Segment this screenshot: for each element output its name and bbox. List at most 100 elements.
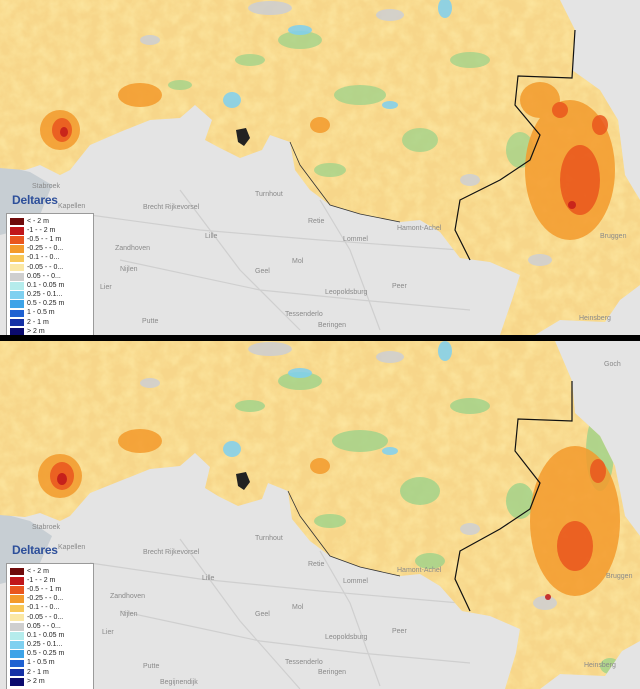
legend-item: -0.05 - - 0...: [10, 613, 90, 622]
legend-swatch: [10, 632, 24, 640]
place-label: Kapellen: [58, 203, 86, 210]
legend-item: -0.05 - - 0...: [10, 263, 90, 272]
legend-item: -0.25 - - 0...: [10, 245, 90, 254]
legend-item: -0.1 - - 0...: [10, 604, 90, 613]
legend-item: -0.25 - - 0...: [10, 595, 90, 604]
place-label: Heinsberg: [579, 315, 611, 322]
legend-label: -0.05 - - 0...: [27, 263, 64, 271]
place-label: Lier: [100, 284, 112, 291]
place-label: Brecht: [143, 204, 164, 211]
place-label: Putte: [142, 318, 159, 325]
legend-label: 0.25 - 0.1...: [27, 291, 63, 299]
legend-swatch: [10, 659, 24, 668]
legend-item: 0.25 - 0.1...: [10, 641, 90, 650]
place-label: Putte: [143, 663, 160, 670]
place-label: Leopoldsburg: [325, 289, 368, 296]
legend-label: -0.1 - - 0...: [27, 604, 60, 612]
legend-item: 0.5 - 0.25 m: [10, 650, 90, 659]
place-label: Lille: [202, 575, 215, 582]
legend-label: 0.1 - 0.05 m: [27, 281, 65, 289]
place-label: Geel: [255, 268, 270, 275]
legend-swatch: [10, 254, 24, 263]
legend-item: > 2 m: [10, 327, 90, 335]
legend-swatch: [10, 291, 24, 299]
legend-label: 0.5 - 0.25 m: [27, 650, 65, 658]
legend-swatch: [10, 641, 24, 649]
legend-swatch: [10, 567, 24, 576]
legend-swatch: [10, 226, 24, 235]
map-canvas-top[interactable]: [0, 0, 640, 335]
place-label: Turnhout: [255, 535, 283, 542]
map-canvas-bottom[interactable]: [0, 341, 640, 689]
legend-label: -1 - - 2 m: [27, 226, 56, 234]
legend-label: > 2 m: [27, 327, 45, 335]
legend-swatch: [10, 604, 24, 613]
place-label: Begijnendijk: [160, 679, 198, 686]
legend-item: 0.05 - - 0...: [10, 622, 90, 631]
legend-swatch: [10, 318, 24, 327]
legend-label: < - 2 m: [27, 217, 49, 225]
legend-label: -0.05 - - 0...: [27, 613, 64, 621]
legend-label: -0.5 - - 1 m: [27, 585, 62, 593]
legend-label: 1 - 0.5 m: [27, 309, 55, 317]
place-label: Stabroek: [32, 183, 61, 190]
legend-item: < - 2 m: [10, 217, 90, 226]
legend-item: 0.1 - 0.05 m: [10, 281, 90, 290]
legend-label: 0.05 - - 0...: [27, 272, 61, 280]
place-label: Leopoldsburg: [325, 634, 368, 641]
map-panel-bottom[interactable]: Goch Stabroek Kapellen Brecht Rijkevorse…: [0, 341, 640, 689]
place-label: Tessenderlo: [285, 311, 323, 318]
legend-label: 0.1 - 0.05 m: [27, 631, 65, 639]
legend-label: > 2 m: [27, 677, 45, 685]
place-label: Lommel: [343, 578, 368, 585]
place-label: Nijlen: [120, 266, 138, 273]
legend-item: -0.1 - - 0...: [10, 254, 90, 263]
legend-label: 2 - 1 m: [27, 668, 49, 676]
place-label: Zandhoven: [110, 593, 146, 600]
place-label: Tessenderlo: [285, 659, 323, 666]
legend-swatch: [10, 650, 24, 659]
legend-item: -1 - - 2 m: [10, 226, 90, 235]
legend-swatch: [10, 217, 24, 226]
map-panel-top[interactable]: Stabroek Kapellen Brecht Rijkevorsel Tur…: [0, 0, 640, 335]
deltares-logo: Deltares: [12, 193, 58, 207]
place-label: Beringen: [318, 322, 347, 329]
place-label: Kapellen: [58, 544, 86, 551]
place-label: Beringen: [318, 669, 347, 676]
legend-swatch: [10, 595, 24, 603]
legend-label: 0.25 - 0.1...: [27, 641, 63, 649]
place-label: Bruggen: [600, 233, 627, 240]
legend-swatch: [10, 678, 24, 686]
place-label: Rijkevorsel: [165, 204, 200, 211]
legend-item: -1 - - 2 m: [10, 576, 90, 585]
legend-swatch: [10, 272, 24, 281]
place-label: Peer: [392, 628, 407, 635]
legend-label: -1 - - 2 m: [27, 576, 56, 584]
legend-swatch: [10, 622, 24, 631]
legend-label: -0.25 - - 0...: [27, 245, 64, 253]
legend-swatch: [10, 309, 24, 318]
deltares-logo: Deltares: [12, 543, 58, 557]
legend-label: 1 - 0.5 m: [27, 659, 55, 667]
place-label: Turnhout: [255, 191, 283, 198]
legend-item: 0.1 - 0.05 m: [10, 631, 90, 640]
place-label: Hamont-Achel: [397, 567, 442, 574]
place-label: Heinsberg: [584, 662, 616, 669]
place-label: Peer: [392, 283, 407, 290]
legend-label: < - 2 m: [27, 567, 49, 575]
place-label: Hamont-Achel: [397, 225, 442, 232]
legend-label: -0.1 - - 0...: [27, 254, 60, 262]
legend-swatch: [10, 613, 24, 622]
place-label: Mol: [292, 604, 304, 611]
legend-item: 0.05 - - 0...: [10, 272, 90, 281]
legend-rows: < - 2 m -1 - - 2 m -0.5 - - 1 m -0.25 - - 0…: [10, 567, 90, 686]
place-label: Retie: [308, 561, 325, 568]
legend-label: 2 - 1 m: [27, 318, 49, 326]
place-label: Goch: [604, 361, 621, 368]
place-label: Lier: [102, 629, 114, 636]
place-label: Lille: [205, 233, 218, 240]
legend-swatch: [10, 300, 24, 309]
place-label: Nijlen: [120, 611, 138, 618]
legend-label: -0.5 - - 1 m: [27, 235, 62, 243]
legend-label: 0.5 - 0.25 m: [27, 300, 65, 308]
